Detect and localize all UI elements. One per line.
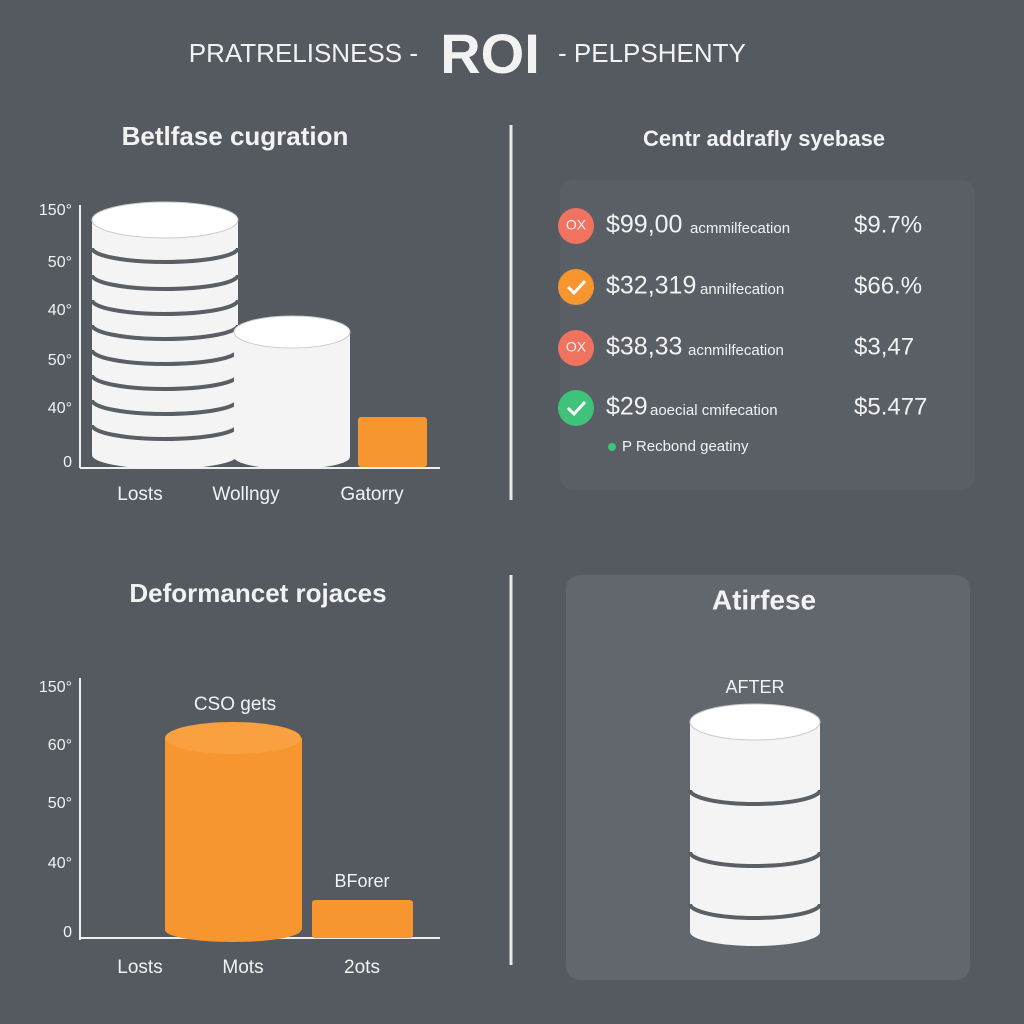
cylinder [92, 441, 238, 469]
label: AFTER [725, 677, 784, 697]
cylinder [91, 201, 239, 239]
cylinder [234, 332, 350, 457]
value: $5.477 [854, 393, 927, 420]
y-tick-label: 50° [48, 254, 72, 271]
badge-text: OX [566, 339, 587, 355]
cylinder [689, 703, 821, 741]
status-badge [558, 390, 594, 426]
amount: $38,33 [606, 333, 682, 361]
cylinder-stripe [90, 349, 240, 366]
y-tick-label: 40° [48, 302, 72, 319]
legend: P Recbond geatiny [622, 438, 749, 455]
y-tick-label: 150° [39, 202, 72, 219]
badge-text: OX [566, 217, 587, 233]
cylinder-stripe [90, 274, 240, 291]
y-tick-label: 50° [48, 352, 72, 369]
panel-title: Atirfese [712, 584, 816, 615]
header-right: - PELPSHENTY [558, 38, 746, 68]
header-title: ROI [440, 22, 540, 85]
card [560, 180, 975, 490]
y-tick-label: 60° [48, 737, 72, 754]
value: $3,47 [854, 333, 914, 360]
category-label: Losts [117, 484, 162, 505]
cylinder [165, 918, 301, 942]
cylinder [233, 315, 351, 349]
category-label: Mots [222, 957, 263, 978]
bar [358, 417, 427, 467]
cylinder [234, 445, 350, 469]
cylinder-stripe [90, 299, 240, 316]
annotation: CSO gets [194, 694, 276, 715]
y-tick-label: 150° [39, 679, 72, 696]
y-tick-label: 40° [48, 855, 72, 872]
cylinder-stripe [90, 374, 240, 391]
status-badge [558, 330, 594, 366]
description: acnmilfecation [688, 342, 784, 359]
cylinder [690, 918, 820, 946]
cylinder [690, 722, 820, 932]
category-label: Losts [117, 957, 162, 978]
cylinder [165, 738, 302, 930]
check-icon [566, 400, 587, 417]
description: aoecial cmifecation [650, 402, 778, 419]
value: $66.% [854, 272, 922, 299]
amount: $99,00 [606, 211, 682, 239]
cylinder-stripe [688, 851, 822, 868]
cylinder-stripe [90, 424, 240, 441]
y-tick-label: 0 [63, 454, 72, 471]
bar [312, 900, 413, 938]
cylinder-stripe [688, 789, 822, 806]
header-left: PRATRELISNESS - [189, 38, 418, 68]
category-label: Wollngy [212, 484, 280, 505]
amount: $29 [606, 393, 648, 421]
legend-dot [608, 443, 616, 451]
status-badge [558, 269, 594, 305]
panel-title: Centr addrafly syebase [643, 126, 885, 151]
description: annilfecation [700, 281, 784, 298]
y-tick-label: 0 [63, 924, 72, 941]
description: acmmilfecation [690, 220, 790, 237]
panel-title: Betlfase cugration [122, 121, 349, 151]
value: $9.7% [854, 211, 922, 238]
category-label: 2ots [344, 957, 380, 978]
cylinder-stripe [688, 903, 822, 920]
amount: $32,319 [606, 272, 696, 300]
cylinder [165, 722, 301, 754]
y-tick-label: 40° [48, 400, 72, 417]
cylinder-stripe [90, 324, 240, 341]
y-tick-label: 50° [48, 795, 72, 812]
check-icon [566, 279, 587, 296]
annotation: BForer [334, 871, 389, 891]
cylinder-stripe [90, 399, 240, 416]
category-label: Gatorry [340, 484, 404, 505]
cylinder-stripe [90, 247, 240, 264]
status-badge [558, 208, 594, 244]
panel-title: Deformancet rojaces [129, 578, 386, 608]
